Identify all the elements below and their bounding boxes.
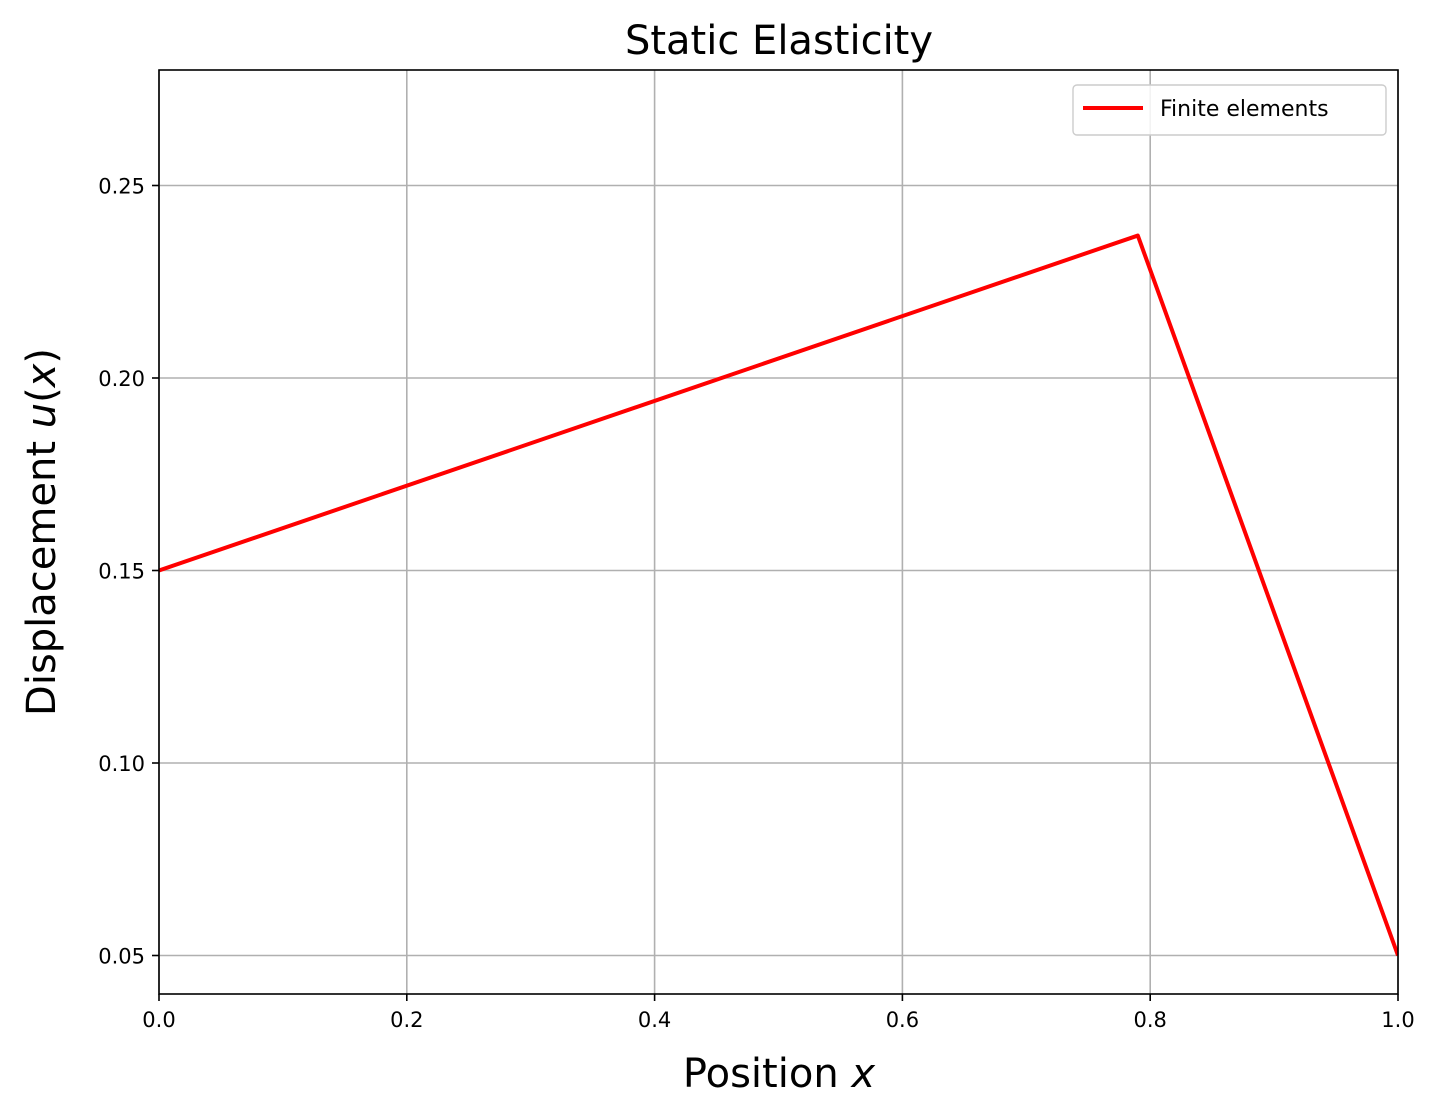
x-axis-label: Position x <box>683 1051 875 1097</box>
legend: Finite elements <box>1072 84 1387 136</box>
y-tick-label: 0.25 <box>98 175 145 199</box>
x-tick-label: 0.4 <box>638 1008 671 1032</box>
y-tick-label: 0.10 <box>98 752 145 776</box>
ticks: 0.0 0.2 0.4 0.6 0.8 1.0 0.05 0.10 0.15 0.20 0.25 <box>98 175 1414 1033</box>
plot-frame <box>158 69 1399 995</box>
x-tick-label: 0.2 <box>390 1008 423 1032</box>
x-tick-label: 1.0 <box>1381 1008 1414 1032</box>
x-tick-label: 0.0 <box>142 1008 175 1032</box>
x-tick-label: 0.6 <box>886 1008 919 1032</box>
chart-title: Static Elasticity <box>625 18 933 64</box>
series-line-0 <box>159 233 1398 957</box>
series-layer <box>159 233 1398 957</box>
y-tick-label: 0.15 <box>98 560 145 584</box>
legend-box <box>1072 84 1387 136</box>
y-tick-label: 0.05 <box>98 945 145 969</box>
legend-label-finite-elements: Finite elements <box>1160 97 1329 122</box>
y-axis-label: Displacement u(x) <box>19 348 65 716</box>
y-tick-label: 0.20 <box>98 367 145 391</box>
x-tick-label: 0.8 <box>1133 1008 1166 1032</box>
